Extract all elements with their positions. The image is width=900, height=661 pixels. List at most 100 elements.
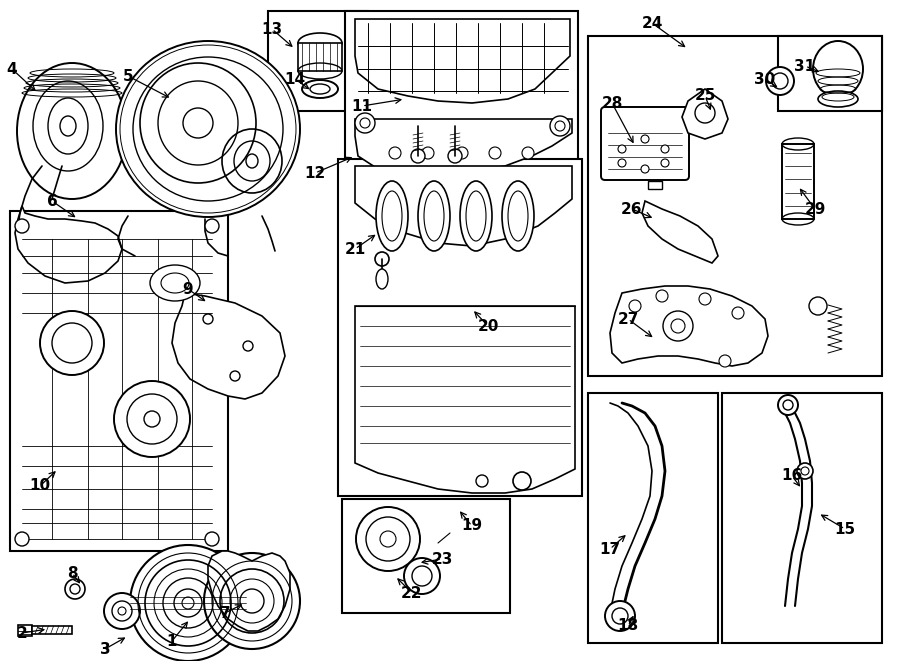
Ellipse shape — [376, 181, 408, 251]
Polygon shape — [208, 551, 290, 631]
Text: 8: 8 — [67, 566, 77, 580]
Circle shape — [205, 219, 219, 233]
Bar — [10, 211, 228, 551]
Polygon shape — [355, 119, 572, 173]
Text: 17: 17 — [599, 541, 621, 557]
Circle shape — [641, 165, 649, 173]
Ellipse shape — [298, 33, 342, 53]
Circle shape — [375, 252, 389, 266]
Circle shape — [448, 149, 462, 163]
Bar — [782, 144, 814, 219]
Bar — [298, 43, 342, 71]
Polygon shape — [682, 89, 728, 139]
Circle shape — [118, 607, 126, 615]
Circle shape — [205, 532, 219, 546]
Circle shape — [356, 507, 420, 571]
Bar — [268, 11, 368, 111]
FancyBboxPatch shape — [601, 107, 689, 180]
Circle shape — [204, 553, 300, 649]
Bar — [342, 499, 510, 613]
Circle shape — [778, 395, 798, 415]
Circle shape — [699, 293, 711, 305]
Circle shape — [355, 113, 375, 133]
Text: 4: 4 — [6, 61, 17, 77]
Circle shape — [612, 608, 628, 624]
Text: 2: 2 — [16, 625, 27, 641]
Circle shape — [422, 147, 434, 159]
Circle shape — [230, 371, 240, 381]
Text: 18: 18 — [617, 619, 639, 633]
Circle shape — [671, 319, 685, 333]
Text: 20: 20 — [477, 319, 499, 334]
Circle shape — [661, 145, 669, 153]
Polygon shape — [642, 201, 718, 263]
Text: 25: 25 — [694, 89, 716, 104]
Text: 11: 11 — [352, 98, 373, 114]
Ellipse shape — [818, 91, 858, 107]
Circle shape — [404, 558, 440, 594]
Circle shape — [555, 121, 565, 131]
Polygon shape — [355, 306, 575, 493]
Circle shape — [203, 314, 213, 324]
Text: 30: 30 — [754, 71, 776, 87]
Polygon shape — [610, 286, 768, 366]
Circle shape — [618, 145, 626, 153]
Circle shape — [127, 394, 177, 444]
Ellipse shape — [376, 269, 388, 289]
Ellipse shape — [150, 265, 200, 301]
Text: 28: 28 — [601, 95, 623, 110]
Ellipse shape — [460, 181, 492, 251]
Text: 26: 26 — [621, 202, 643, 217]
Circle shape — [114, 381, 190, 457]
Text: 7: 7 — [220, 605, 230, 621]
Circle shape — [15, 532, 29, 546]
Ellipse shape — [813, 41, 863, 97]
Circle shape — [772, 73, 788, 89]
Text: 23: 23 — [431, 551, 453, 566]
Bar — [338, 159, 582, 496]
Circle shape — [144, 411, 160, 427]
Text: 24: 24 — [642, 15, 662, 30]
Text: 10: 10 — [30, 479, 50, 494]
Circle shape — [360, 118, 370, 128]
Circle shape — [663, 311, 693, 341]
Polygon shape — [172, 293, 285, 399]
Circle shape — [641, 135, 649, 143]
Circle shape — [605, 601, 635, 631]
Bar — [588, 36, 882, 376]
Bar — [345, 11, 578, 206]
Circle shape — [476, 475, 488, 487]
Circle shape — [550, 116, 570, 136]
Circle shape — [656, 290, 668, 302]
Circle shape — [380, 531, 396, 547]
Circle shape — [366, 517, 410, 561]
Polygon shape — [15, 206, 122, 283]
Ellipse shape — [116, 41, 300, 217]
Polygon shape — [355, 166, 572, 246]
Circle shape — [65, 579, 85, 599]
Circle shape — [411, 149, 425, 163]
Circle shape — [766, 67, 794, 95]
Circle shape — [783, 400, 793, 410]
Text: 1: 1 — [166, 633, 177, 648]
Circle shape — [629, 300, 641, 312]
Circle shape — [801, 467, 809, 475]
Text: 15: 15 — [834, 522, 856, 537]
Circle shape — [695, 103, 715, 123]
Circle shape — [112, 601, 132, 621]
Text: 9: 9 — [183, 282, 194, 297]
Text: 12: 12 — [304, 165, 326, 180]
Text: 27: 27 — [617, 311, 639, 327]
Circle shape — [104, 593, 140, 629]
Circle shape — [809, 297, 827, 315]
Circle shape — [456, 147, 468, 159]
Text: 14: 14 — [284, 71, 306, 87]
Text: 29: 29 — [805, 202, 825, 217]
Text: 22: 22 — [401, 586, 423, 600]
Circle shape — [661, 159, 669, 167]
Text: 3: 3 — [100, 641, 111, 656]
Circle shape — [732, 307, 744, 319]
Circle shape — [40, 311, 104, 375]
Circle shape — [52, 323, 92, 363]
Text: 31: 31 — [795, 59, 815, 73]
